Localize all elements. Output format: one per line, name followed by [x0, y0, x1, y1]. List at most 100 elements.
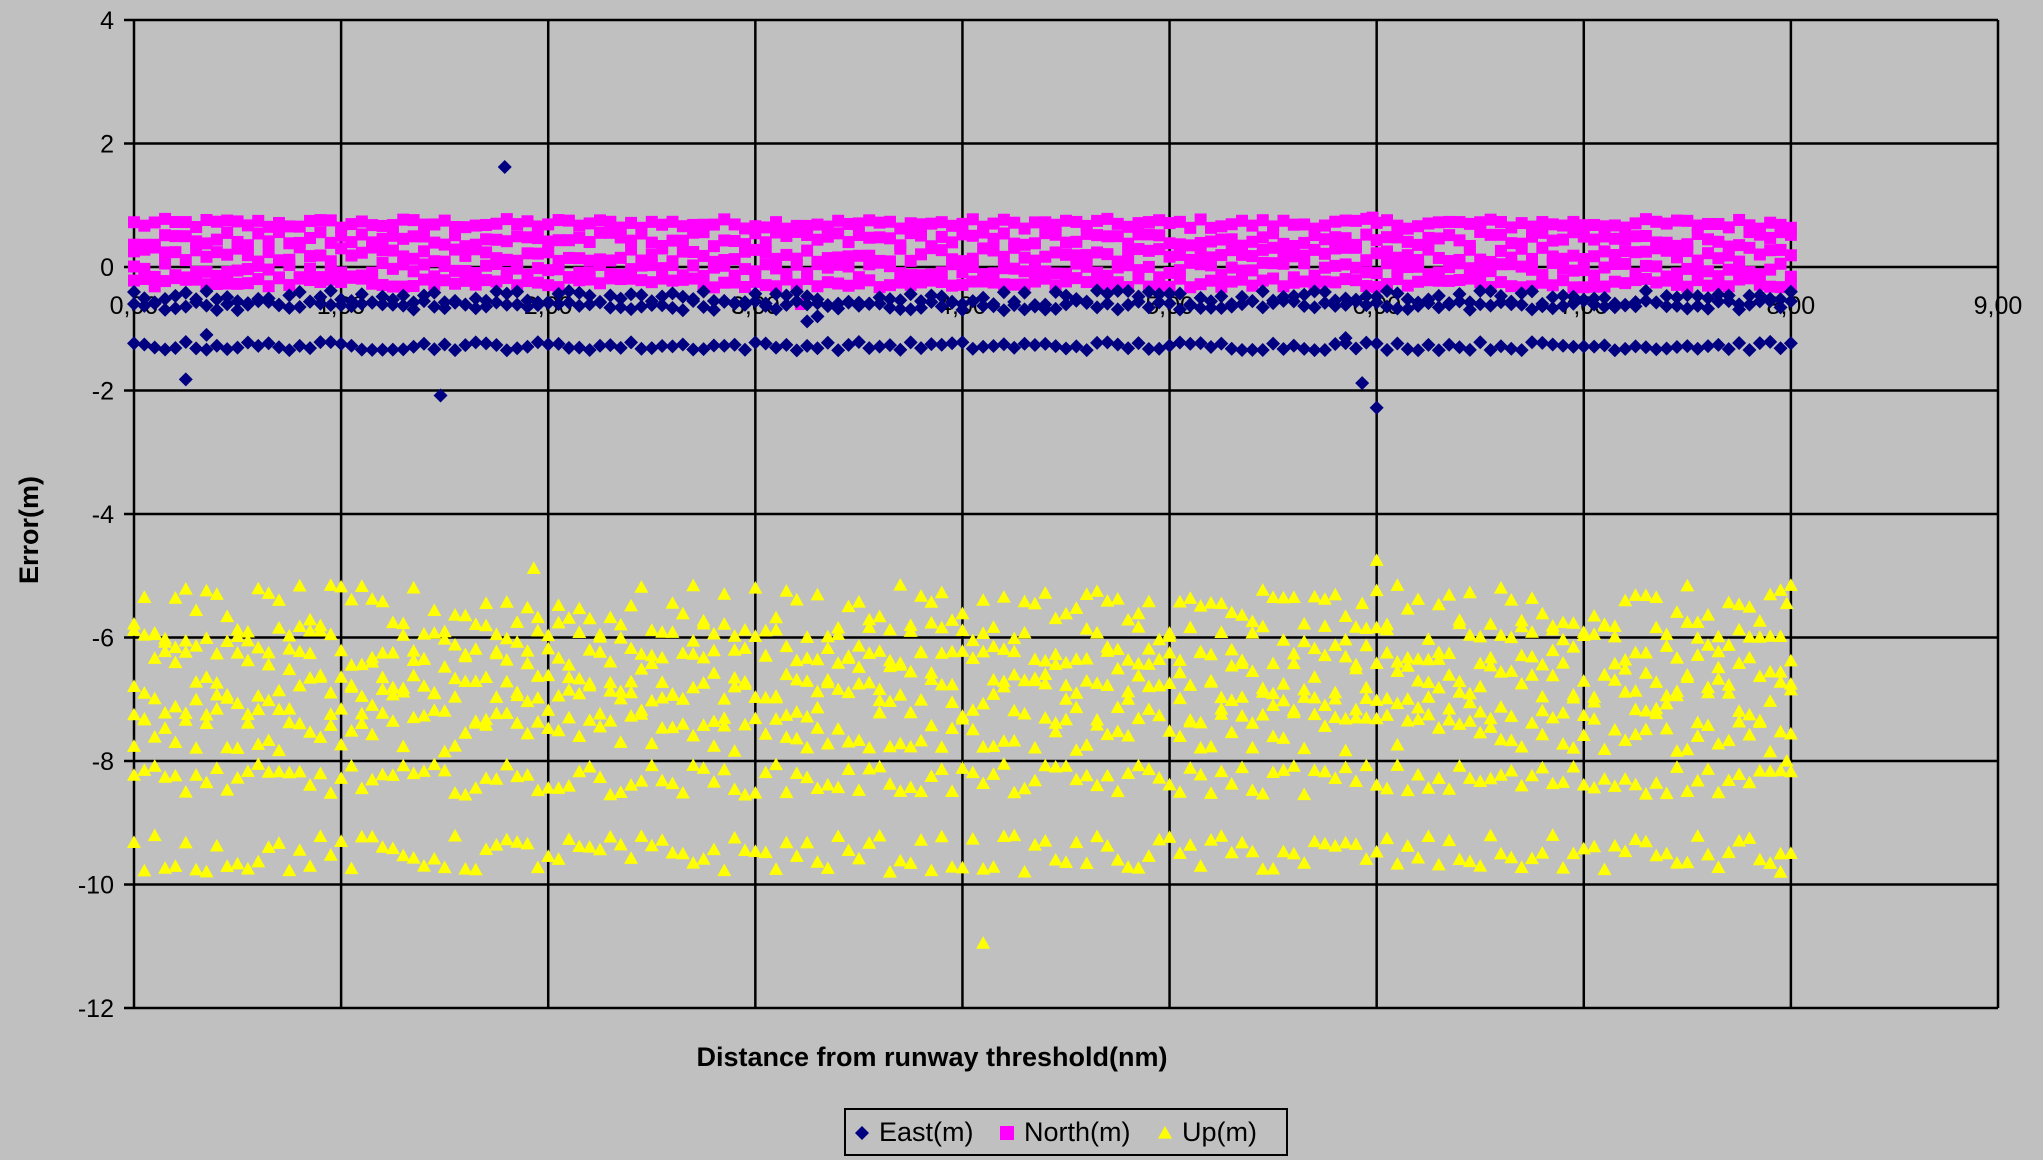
square-marker [728, 253, 741, 266]
triangle-marker [572, 839, 587, 853]
square-marker [1494, 276, 1507, 289]
triangle-marker [1607, 629, 1622, 643]
triangle-marker [1059, 678, 1073, 692]
diamond-marker [613, 300, 628, 315]
triangle-marker [1338, 632, 1353, 646]
diamond-marker [1783, 284, 1798, 299]
square-marker [449, 229, 462, 242]
triangle-marker [396, 628, 411, 641]
triangle-marker [1400, 659, 1415, 672]
diamond-marker [1742, 342, 1757, 357]
triangle-marker [1607, 656, 1622, 670]
triangle-marker [1359, 691, 1374, 704]
square-marker [1619, 233, 1632, 246]
triangle-marker [147, 651, 162, 664]
triangle-marker [1400, 839, 1415, 852]
square-marker [687, 272, 700, 285]
triangle-marker [530, 690, 545, 704]
triangle-marker [1224, 658, 1239, 672]
square-marker [1080, 276, 1093, 289]
square-marker [832, 258, 845, 271]
triangle-marker [686, 758, 701, 771]
diamond-marker [365, 342, 380, 357]
square-marker [511, 230, 524, 243]
square-marker [1391, 251, 1404, 264]
diamond-marker [137, 337, 152, 352]
triangle-marker [1618, 652, 1633, 666]
diamond-marker [820, 335, 835, 350]
triangle-marker [1763, 764, 1778, 777]
diamond-marker [168, 288, 183, 303]
square-marker [428, 236, 441, 249]
triangle-marker [655, 833, 670, 846]
triangle-marker [1721, 638, 1736, 651]
triangle-marker [582, 839, 597, 853]
diamond-marker [1172, 335, 1187, 350]
diamond-marker [1587, 297, 1602, 312]
triangle-marker [1038, 653, 1053, 667]
diamond-marker [354, 342, 369, 357]
square-marker [1267, 272, 1280, 285]
square-marker [1142, 216, 1155, 229]
triangle-marker [1193, 645, 1208, 659]
square-marker [1712, 278, 1725, 291]
triangle-marker [1286, 646, 1301, 660]
square-marker [1670, 278, 1683, 291]
triangle-marker [1048, 647, 1063, 661]
triangle-marker [882, 694, 897, 708]
triangle-marker [1235, 608, 1250, 621]
square-marker [749, 275, 762, 288]
triangle-marker [406, 766, 421, 780]
square-marker [190, 221, 203, 234]
diamond-marker [251, 294, 266, 309]
triangle-marker [561, 710, 576, 724]
diamond-marker [1742, 288, 1757, 303]
triangle-marker [665, 688, 680, 701]
square-marker [314, 249, 327, 262]
triangle-marker [189, 741, 204, 754]
triangle-marker [1779, 754, 1794, 767]
triangle-marker [1556, 615, 1571, 629]
square-marker [272, 216, 285, 229]
triangle-marker [458, 674, 473, 688]
diamond-marker [1359, 298, 1374, 313]
diamond-marker [499, 297, 514, 312]
triangle-marker [1369, 553, 1384, 566]
triangle-marker [1328, 771, 1343, 784]
triangle-marker [365, 592, 380, 605]
triangle-marker [1069, 652, 1084, 665]
diamond-marker [292, 300, 307, 315]
square-marker [148, 280, 161, 293]
triangle-marker [634, 829, 649, 842]
triangle-marker [603, 610, 618, 624]
diamond-marker [489, 284, 504, 299]
square-marker [397, 258, 410, 271]
square-marker [335, 266, 348, 279]
triangle-marker [686, 578, 701, 592]
triangle-marker [924, 672, 939, 685]
diamond-marker [1763, 334, 1778, 349]
triangle-marker [789, 672, 804, 686]
diamond-marker [1390, 336, 1405, 351]
square-marker [656, 218, 669, 231]
square-marker [977, 275, 990, 288]
square-marker [863, 214, 876, 227]
triangle-marker [1493, 768, 1508, 781]
triangle-marker [261, 586, 276, 599]
square-marker [770, 280, 783, 293]
square-marker [1443, 229, 1456, 242]
square-marker [676, 273, 689, 286]
triangle-marker [1462, 714, 1477, 727]
triangle-marker [1525, 649, 1539, 663]
diamond-marker [530, 298, 545, 313]
triangle-marker [851, 733, 866, 746]
square-marker [738, 263, 751, 276]
diamond-marker [675, 337, 690, 352]
diamond-marker [1442, 296, 1457, 311]
triangle-marker [261, 645, 276, 659]
triangle-marker [1276, 731, 1291, 744]
triangle-marker [572, 671, 587, 685]
triangle-marker [1317, 592, 1332, 605]
square-marker [1515, 260, 1528, 273]
